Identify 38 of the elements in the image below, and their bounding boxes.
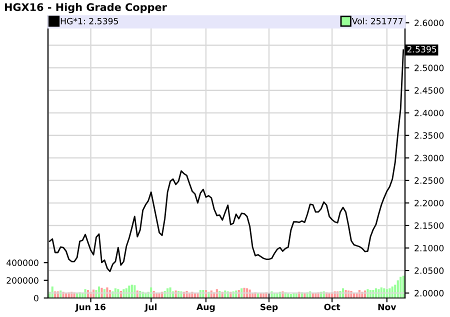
bar bbox=[100, 288, 103, 298]
y-tick-label: 200000 bbox=[6, 277, 38, 284]
y2-tick-label: 2.4500 bbox=[414, 87, 444, 94]
bar bbox=[356, 292, 358, 298]
bar bbox=[276, 293, 278, 298]
x-tick-label: Sep bbox=[260, 304, 278, 312]
y-tick-label: 400000 bbox=[6, 260, 38, 266]
bar bbox=[270, 291, 273, 298]
y2-tick-label: 2.1000 bbox=[414, 244, 444, 252]
legend-label: HG*1: 2.5395 bbox=[60, 18, 118, 24]
y2-tick-label: 2.2000 bbox=[414, 200, 444, 206]
bar bbox=[402, 276, 404, 298]
y-tick-label: 0 bbox=[34, 294, 38, 302]
x-tick-label: Jun 16 bbox=[75, 304, 106, 312]
y2-tick-label: 2.3500 bbox=[414, 132, 444, 139]
chart-title: HGX16 - High Grade Copper bbox=[4, 3, 167, 14]
bar bbox=[180, 291, 182, 298]
bar bbox=[106, 287, 108, 298]
x-tick-label: Jul bbox=[144, 304, 157, 312]
bar bbox=[95, 290, 98, 298]
y2-tick-label: 2.6000 bbox=[414, 20, 444, 26]
bar bbox=[350, 290, 352, 298]
y2-tick-label: 2.0000 bbox=[414, 290, 444, 296]
y2-tick-label: 2.3000 bbox=[414, 154, 444, 162]
bar bbox=[186, 290, 188, 298]
x-tick-label: Oct bbox=[324, 304, 340, 310]
y2-tick-label: 2.0500 bbox=[414, 267, 444, 274]
x-tick-label: Nov bbox=[378, 304, 396, 310]
bar bbox=[174, 290, 177, 298]
y2-tick-label: 2.5000 bbox=[414, 64, 444, 72]
y2-tick-label: 2.2500 bbox=[414, 177, 444, 184]
legend-label: Vol: 251777 bbox=[352, 18, 403, 24]
bar bbox=[344, 290, 347, 298]
y2-tick-label: 2.1500 bbox=[414, 222, 444, 229]
bar bbox=[260, 292, 262, 298]
y2-tick-label: 2.4000 bbox=[414, 110, 444, 116]
text: 2.5395 bbox=[407, 46, 436, 53]
x-tick-label: Aug bbox=[196, 304, 215, 312]
